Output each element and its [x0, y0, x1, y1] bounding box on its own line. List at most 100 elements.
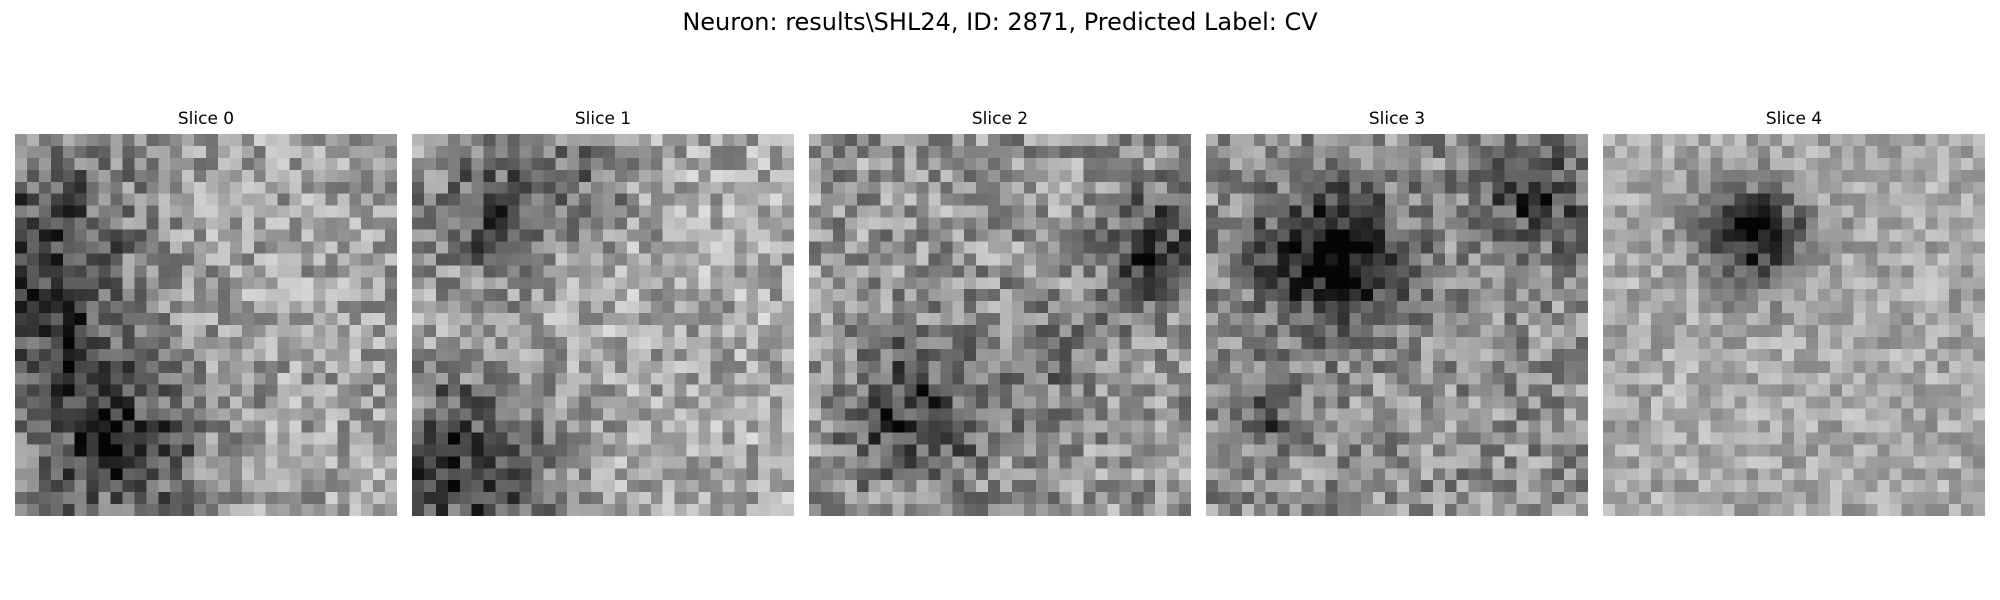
pixel-cell — [686, 492, 699, 505]
pixel-cell — [734, 181, 747, 194]
pixel-cell — [1059, 456, 1072, 469]
pixel-cell — [1877, 289, 1890, 302]
pixel-cell — [325, 134, 338, 147]
pixel-cell — [1650, 193, 1663, 206]
pixel-cell — [1913, 145, 1926, 159]
pixel-cell — [1035, 348, 1048, 362]
pixel-cell — [1432, 145, 1445, 159]
pixel-cell — [289, 325, 302, 338]
pixel-cell — [1277, 277, 1290, 290]
pixel-cell — [940, 444, 953, 457]
pixel-cell — [1432, 313, 1445, 326]
pixel-cell — [1000, 360, 1013, 373]
pixel-cell — [1119, 336, 1132, 350]
pixel-cell — [614, 408, 628, 421]
pixel-cell — [1206, 492, 1219, 505]
pixel-cell — [1217, 217, 1231, 230]
pixel-cell — [325, 301, 338, 314]
pixel-cell — [1710, 289, 1723, 302]
pixel-cell — [710, 456, 723, 469]
pixel-cell — [662, 468, 675, 481]
pixel-cell — [1277, 205, 1290, 218]
pixel-cell — [1901, 193, 1914, 206]
pixel-cell — [1626, 384, 1640, 397]
pixel-cell — [1746, 217, 1759, 230]
pixel-cell — [1468, 504, 1481, 516]
pixel-cell — [1626, 134, 1640, 147]
pixel-cell — [471, 396, 484, 409]
pixel-cell — [1937, 277, 1950, 290]
pixel-cell — [1361, 360, 1374, 373]
pixel-cell — [1420, 313, 1434, 326]
pixel-cell — [1949, 265, 1962, 278]
pixel-cell — [1011, 241, 1025, 254]
pixel-cell — [638, 241, 651, 254]
pixel-cell — [265, 480, 278, 493]
pixel-cell — [98, 348, 111, 362]
pixel-cell — [1913, 253, 1926, 266]
pixel-cell — [1782, 372, 1795, 385]
pixel-cell — [1698, 408, 1711, 421]
pixel-cell — [746, 384, 759, 397]
pixel-cell — [1397, 408, 1410, 421]
pixel-cell — [638, 205, 651, 218]
pixel-cell — [1253, 301, 1266, 314]
pixel-cell — [952, 372, 965, 385]
pixel-cell — [856, 289, 869, 302]
pixel-cell — [722, 145, 735, 159]
pixel-cell — [1179, 408, 1191, 421]
pixel-cell — [1337, 193, 1350, 206]
pixel-cell — [734, 336, 747, 350]
pixel-cell — [313, 241, 326, 254]
pixel-cell — [86, 265, 99, 278]
pixel-cell — [650, 408, 663, 421]
pixel-cell — [385, 468, 397, 481]
pixel-cell — [1361, 277, 1374, 290]
pixel-cell — [1277, 289, 1290, 302]
pixel-cell — [1841, 253, 1854, 266]
pixel-cell — [15, 265, 28, 278]
pixel-cell — [952, 229, 965, 242]
pixel-cell — [483, 408, 496, 421]
pixel-cell — [1131, 492, 1144, 505]
pixel-cell — [277, 432, 290, 445]
pixel-cell — [301, 301, 314, 314]
pixel-cell — [1349, 134, 1362, 147]
pixel-cell — [86, 480, 99, 493]
pixel-cell — [122, 456, 135, 469]
pixel-cell — [15, 360, 28, 373]
pixel-cell — [1071, 157, 1084, 171]
pixel-cell — [1710, 444, 1723, 457]
pixel-cell — [1722, 420, 1735, 433]
pixel-cell — [1504, 301, 1517, 314]
pixel-cell — [86, 145, 99, 159]
pixel-cell — [1253, 193, 1266, 206]
pixel-cell — [1349, 145, 1362, 159]
pixel-cell — [459, 384, 472, 397]
pixel-cell — [832, 396, 846, 409]
pixel-cell — [856, 313, 869, 326]
pixel-cell — [746, 205, 759, 218]
pixel-cell — [15, 408, 28, 421]
pixel-cell — [507, 145, 520, 159]
pixel-cell — [928, 325, 941, 338]
pixel-cell — [483, 456, 496, 469]
pixel-cell — [385, 480, 397, 493]
pixel-cell — [734, 169, 747, 182]
pixel-cell — [337, 169, 350, 182]
pixel-cell — [337, 456, 350, 469]
pixel-cell — [1841, 325, 1854, 338]
pixel-cell — [110, 492, 123, 505]
pixel-cell — [1337, 169, 1350, 182]
pixel-cell — [1794, 456, 1807, 469]
pixel-cell — [1603, 241, 1616, 254]
pixel-cell — [1552, 468, 1565, 481]
pixel-cell — [1241, 396, 1254, 409]
pixel-cell — [1480, 396, 1493, 409]
pixel-cell — [447, 444, 460, 457]
pixel-cell — [856, 372, 869, 385]
pixel-cell — [1289, 432, 1302, 445]
pixel-cell — [277, 205, 290, 218]
pixel-cell — [194, 313, 207, 326]
pixel-cell — [182, 265, 195, 278]
